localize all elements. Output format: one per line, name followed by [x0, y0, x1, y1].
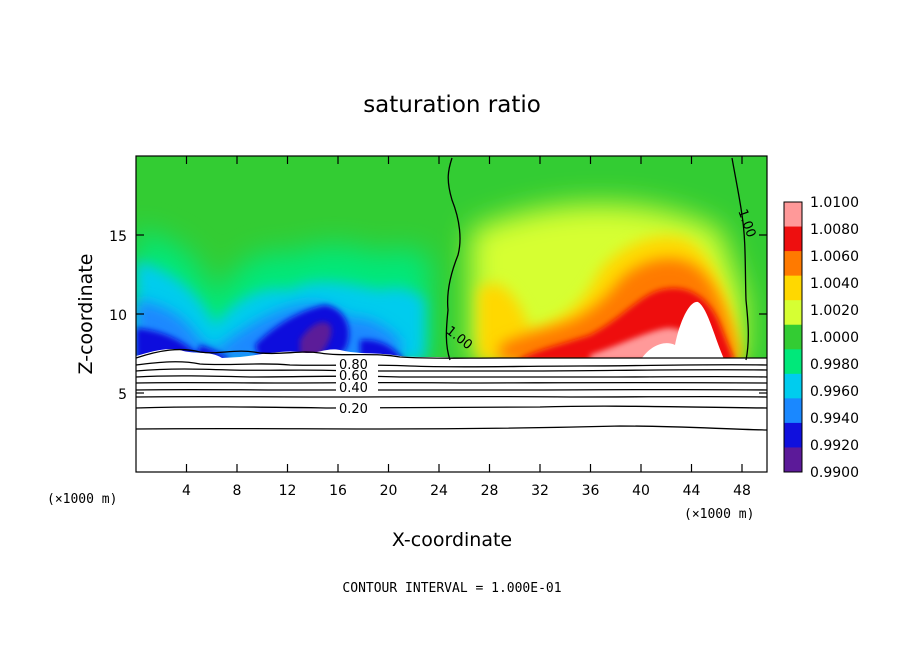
saturation-field — [136, 156, 767, 472]
contour-terrain — [135, 348, 767, 359]
x-unit-right: (×1000 m) — [684, 507, 754, 522]
contour-0-70 — [135, 368, 768, 372]
y-tick-label: 10 — [109, 308, 127, 324]
colorbar-label: 0.9980 — [810, 357, 859, 373]
x-axis: 4 8 12 16 20 24 28 32 36 40 44 48 (×1000… — [47, 156, 754, 551]
colorbar-cell — [784, 398, 802, 424]
x-tick-label: 12 — [279, 483, 297, 499]
colorbar-label: 0.9920 — [810, 438, 859, 454]
x-tick-label: 48 — [733, 483, 751, 499]
colorbar-label: 1.0020 — [810, 303, 859, 319]
y-axis: 5 10 15 Z-coordinate — [75, 229, 767, 403]
colorbar-cell — [784, 275, 802, 301]
x-tick-label: 24 — [430, 483, 448, 499]
colorbar: 1.0100 1.0080 1.0060 1.0040 1.0020 1.000… — [783, 195, 859, 481]
contour-0-80 — [135, 361, 768, 368]
colorbar-labels: 1.0100 1.0080 1.0060 1.0040 1.0020 1.000… — [810, 195, 859, 481]
contour-label-6: 0.20 — [339, 402, 368, 417]
colorbar-cell — [784, 447, 802, 473]
colorbar-cell — [784, 251, 802, 277]
colorbar-cell — [784, 373, 802, 399]
x-axis-label: X-coordinate — [392, 529, 512, 551]
y-tick-labels: 5 10 15 — [109, 229, 127, 403]
colorbar-cell — [784, 324, 802, 350]
contour-label-4: 0.60 — [339, 369, 368, 384]
colorbar-cells — [784, 202, 802, 473]
contour-0-60 — [135, 375, 768, 378]
x-tick-label: 8 — [233, 483, 242, 499]
colorbar-label: 0.9900 — [810, 465, 859, 481]
colorbar-label: 1.0100 — [810, 195, 859, 211]
colorbar-label: 1.0040 — [810, 276, 859, 292]
contour-0-20 — [135, 405, 768, 409]
x-ticks — [185, 156, 743, 472]
x-tick-label: 28 — [481, 483, 499, 499]
y-tick-label: 15 — [109, 229, 127, 245]
colorbar-label: 1.0000 — [810, 330, 859, 346]
x-tick-label: 4 — [182, 483, 191, 499]
y-tick-label: 5 — [118, 387, 127, 403]
colorbar-label: 1.0060 — [810, 249, 859, 265]
x-tick-label: 44 — [683, 483, 701, 499]
contour-interval-note: CONTOUR INTERVAL = 1.000E-01 — [342, 581, 561, 596]
colorbar-cell — [784, 422, 802, 448]
x-tick-label: 40 — [632, 483, 650, 499]
contour-0-10 — [135, 425, 768, 431]
x-tick-label: 32 — [531, 483, 549, 499]
y-ticks — [136, 234, 767, 394]
colorbar-label: 0.9960 — [810, 384, 859, 400]
colorbar-label: 1.0080 — [810, 222, 859, 238]
colorbar-frame — [783, 201, 803, 473]
x-unit-left: (×1000 m) — [47, 492, 117, 507]
colorbar-cell — [784, 202, 802, 228]
contour-label-5: 0.40 — [339, 381, 368, 396]
y-axis-label: Z-coordinate — [75, 254, 97, 375]
chart-title: saturation ratio — [363, 92, 541, 118]
contour-label-3: 0.80 — [339, 358, 368, 373]
x-tick-label: 36 — [582, 483, 600, 499]
colorbar-label: 0.9940 — [810, 411, 859, 427]
contour-1-00-left — [445, 157, 461, 361]
x-tick-labels: 4 8 12 16 20 24 28 32 36 40 44 48 — [182, 483, 751, 499]
contour-1-00-right — [731, 157, 749, 361]
colorbar-cell — [784, 226, 802, 252]
colorbar-cell — [784, 349, 802, 375]
x-tick-label: 20 — [380, 483, 398, 499]
x-tick-label: 16 — [329, 483, 347, 499]
contour-lines — [135, 157, 768, 431]
colorbar-cell — [784, 300, 802, 326]
